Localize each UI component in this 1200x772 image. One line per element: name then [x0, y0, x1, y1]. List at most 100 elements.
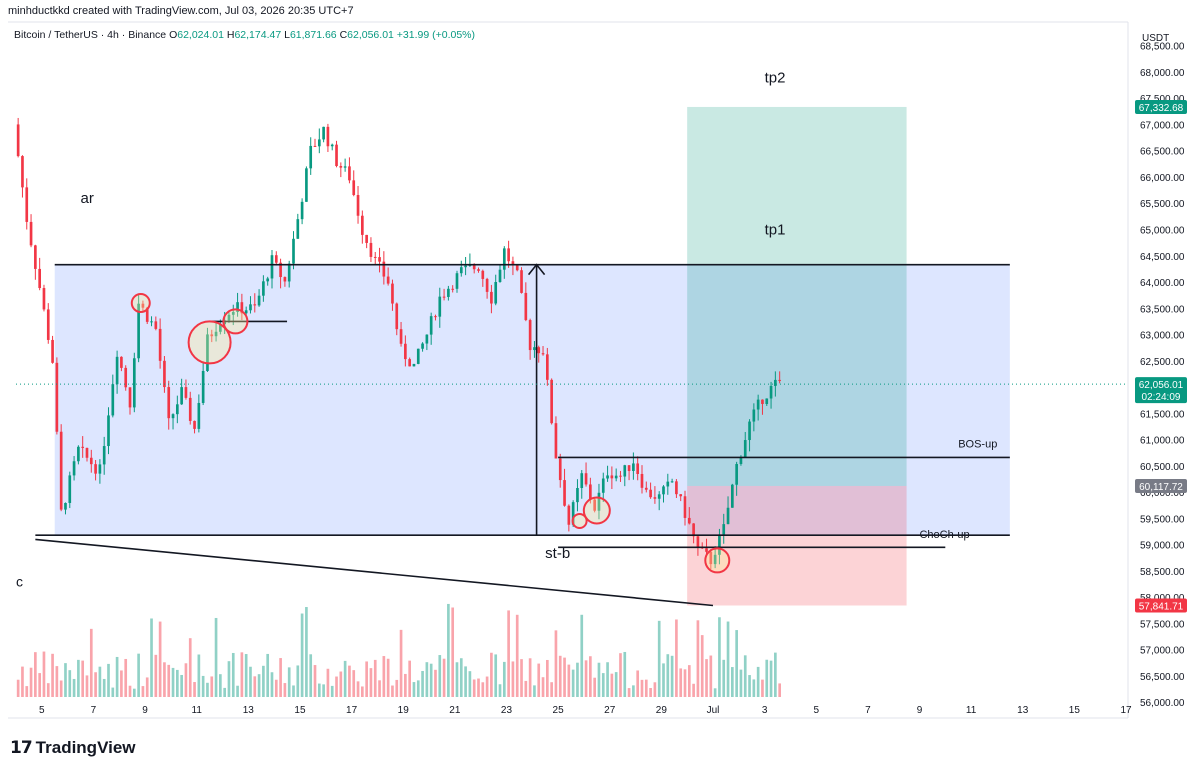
date-axis[interactable]: 5 7 9 11 13 15 17 19 21 23 25 27 29 Jul 3 5 7 9 11 13 15 17 — [39, 705, 1132, 716]
volume-bar — [300, 613, 304, 697]
volume-bar — [507, 610, 510, 697]
annotation-text[interactable]: tp2 — [765, 69, 786, 86]
volume-bar — [576, 662, 579, 697]
candle-body — [644, 487, 648, 490]
volume-bar — [188, 638, 192, 697]
volume-bar — [150, 618, 153, 697]
highlight-circle[interactable] — [704, 547, 731, 574]
volume-bar — [137, 653, 140, 697]
highlight-circle[interactable] — [187, 320, 232, 365]
candle-body — [507, 248, 510, 262]
tradingview-brand: TradingView — [35, 738, 136, 757]
annotation-text[interactable]: c — [16, 574, 23, 590]
candle-body — [498, 269, 502, 282]
volume-bar — [356, 681, 360, 697]
price-tick-label: 65,500.00 — [1140, 199, 1185, 210]
highlight-circle[interactable] — [130, 293, 151, 314]
candle-body — [72, 461, 76, 476]
volume-bar — [601, 673, 605, 697]
annotation-text[interactable]: st-b — [545, 545, 570, 562]
candle-body — [326, 126, 330, 147]
candle-body — [756, 399, 760, 410]
candle-body — [576, 488, 579, 503]
price-tick-label: 66,500.00 — [1140, 147, 1185, 158]
price-tick-label: 67,500.00 — [1140, 94, 1185, 105]
range-box[interactable] — [54, 264, 1010, 536]
date-tick-label: 15 — [1069, 705, 1081, 716]
annotation-text[interactable]: tp1 — [765, 222, 786, 239]
volume-bar — [214, 617, 218, 697]
volume-bar — [563, 657, 566, 697]
volume-bar — [533, 685, 536, 697]
volume-bar — [262, 665, 265, 697]
volume-bar — [477, 678, 480, 697]
candle-body — [51, 339, 54, 363]
volume-bar — [731, 667, 734, 697]
candle-body — [434, 316, 437, 318]
candle-body — [184, 387, 188, 398]
volume-bar — [455, 662, 459, 697]
volume-bar — [326, 668, 330, 697]
candle-body — [481, 270, 485, 279]
annotation-text[interactable]: ChoCh-up — [919, 529, 969, 541]
candle-body — [662, 486, 665, 495]
tradingview-logo[interactable]: 17 TradingView — [10, 737, 136, 759]
date-tick-label: 23 — [501, 705, 513, 716]
price-tick-label: 58,500.00 — [1140, 567, 1185, 578]
annotation-text[interactable]: BOS-up — [958, 438, 997, 450]
price-tick-label: 68,000.00 — [1140, 68, 1185, 79]
volume-bar — [141, 686, 145, 697]
candles — [16, 117, 781, 570]
volume-bar — [34, 652, 37, 697]
volume-bar — [313, 665, 317, 697]
volume-bar — [167, 664, 171, 697]
highlight-circle[interactable] — [571, 513, 588, 530]
candle-body — [584, 473, 588, 485]
volume-bar — [81, 660, 85, 697]
chart-credit: minhductkkd created with TradingView.com… — [8, 5, 354, 17]
ohlc-o: O62,024.01 — [169, 29, 224, 41]
volume-bar — [520, 659, 523, 697]
candle-body — [386, 276, 390, 284]
volume-bar — [227, 661, 231, 697]
volume-bar — [713, 688, 717, 697]
candle-body — [692, 523, 695, 537]
volume-bar — [515, 614, 519, 697]
candle-body — [145, 307, 149, 322]
volume-bar — [649, 687, 652, 697]
highlight-circle[interactable] — [582, 496, 611, 525]
candle-body — [511, 261, 515, 265]
candle-body — [300, 201, 304, 220]
candle-body — [193, 420, 196, 429]
candle-body — [718, 534, 721, 555]
volume-bar — [94, 672, 97, 697]
symbol-legend[interactable]: Bitcoin / TetherUS · 4h · Binance O62,02… — [14, 29, 475, 41]
price-label-text: 60,117.72 — [1139, 482, 1183, 493]
candle-body — [59, 431, 63, 510]
volume-bar — [416, 680, 420, 697]
long-stop-box[interactable] — [687, 485, 907, 606]
highlight-circle[interactable] — [222, 308, 249, 335]
volume-bar — [352, 670, 356, 697]
volume-bar — [279, 658, 282, 697]
volume-bar — [632, 685, 635, 697]
candle-body — [614, 475, 618, 479]
volume-bar — [468, 671, 472, 697]
volume-bar — [528, 658, 532, 697]
volume-bar — [412, 682, 416, 697]
candle-body — [94, 464, 97, 474]
annotation-text[interactable]: ar — [81, 190, 94, 207]
price-tick-label: 68,500.00 — [1140, 42, 1185, 53]
candle-body — [541, 353, 545, 355]
candle-body — [236, 302, 239, 312]
volume-bar — [210, 676, 214, 697]
long-profit-box[interactable] — [687, 106, 907, 486]
candle-body — [752, 409, 756, 422]
volume-bar — [296, 665, 300, 697]
candle-body — [335, 144, 338, 167]
descending-trendline[interactable] — [35, 538, 714, 607]
candle-body — [16, 124, 20, 157]
candle-body — [408, 359, 411, 367]
date-tick-label: 5 — [39, 705, 45, 716]
